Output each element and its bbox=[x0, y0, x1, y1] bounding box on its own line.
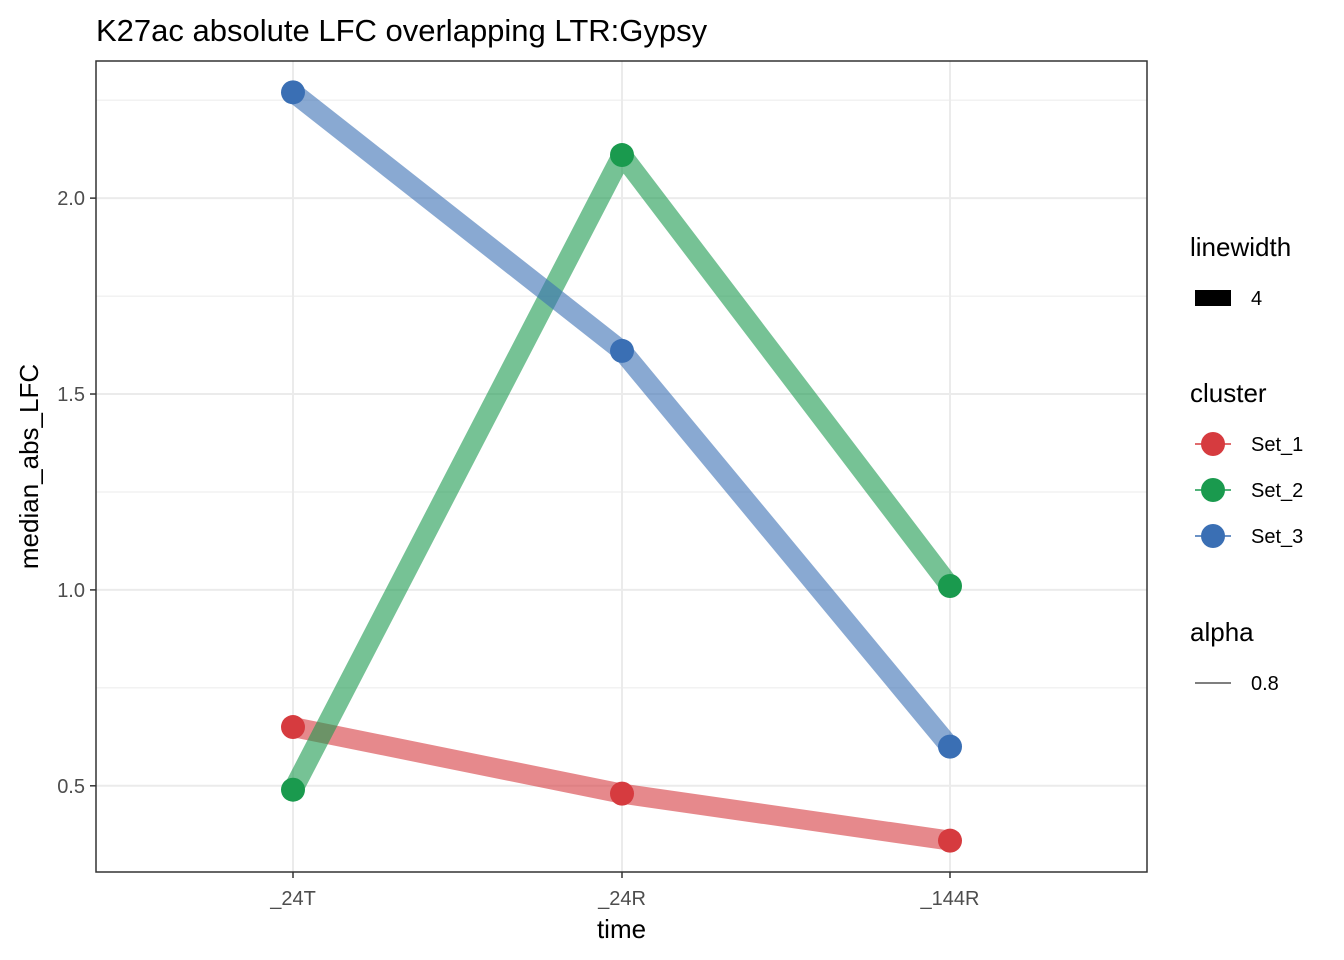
data-point-Set_3 bbox=[610, 338, 634, 363]
data-point-Set_2 bbox=[281, 777, 305, 802]
x-axis-title: time bbox=[597, 914, 646, 944]
y-tick-label: 0.5 bbox=[57, 776, 85, 798]
data-point-Set_1 bbox=[938, 828, 962, 853]
x-tick-label: _144R bbox=[920, 888, 980, 910]
data-point-Set_2 bbox=[610, 143, 634, 168]
data-point-Set_3 bbox=[938, 734, 962, 759]
legend-key-point-Set_1 bbox=[1201, 432, 1225, 456]
legend-title-linewidth: linewidth bbox=[1190, 232, 1291, 262]
legend-label-4: 4 bbox=[1251, 288, 1262, 310]
y-axis-title: median_abs_LFC bbox=[14, 364, 44, 569]
legend-label-Set_1: Set_1 bbox=[1251, 434, 1303, 456]
data-point-Set_1 bbox=[610, 781, 634, 806]
axes: 0.5 1.0 1.5 2.0 _24T _24R _144R bbox=[57, 188, 979, 910]
legend-title-cluster: cluster bbox=[1190, 378, 1267, 408]
legend-title-alpha: alpha bbox=[1190, 617, 1254, 647]
legend-label-0.8: 0.8 bbox=[1251, 673, 1279, 695]
y-tick-label: 1.5 bbox=[57, 384, 85, 406]
legend-label-Set_3: Set_3 bbox=[1251, 526, 1303, 548]
legend-label-Set_2: Set_2 bbox=[1251, 480, 1303, 502]
x-tick-label: _24T bbox=[269, 888, 316, 910]
legend-key-rect bbox=[1195, 290, 1231, 306]
series-points bbox=[281, 80, 962, 853]
data-point-Set_1 bbox=[281, 715, 305, 740]
data-point-Set_2 bbox=[938, 573, 962, 598]
chart-title: K27ac absolute LFC overlapping LTR:Gypsy bbox=[96, 13, 708, 48]
x-tick-label: _24R bbox=[597, 888, 646, 910]
legend-key-point-Set_2 bbox=[1201, 478, 1225, 502]
y-tick-label: 2.0 bbox=[57, 188, 85, 210]
legend-key-point-Set_3 bbox=[1201, 524, 1225, 548]
data-point-Set_3 bbox=[281, 80, 305, 105]
y-tick-label: 1.0 bbox=[57, 580, 85, 602]
